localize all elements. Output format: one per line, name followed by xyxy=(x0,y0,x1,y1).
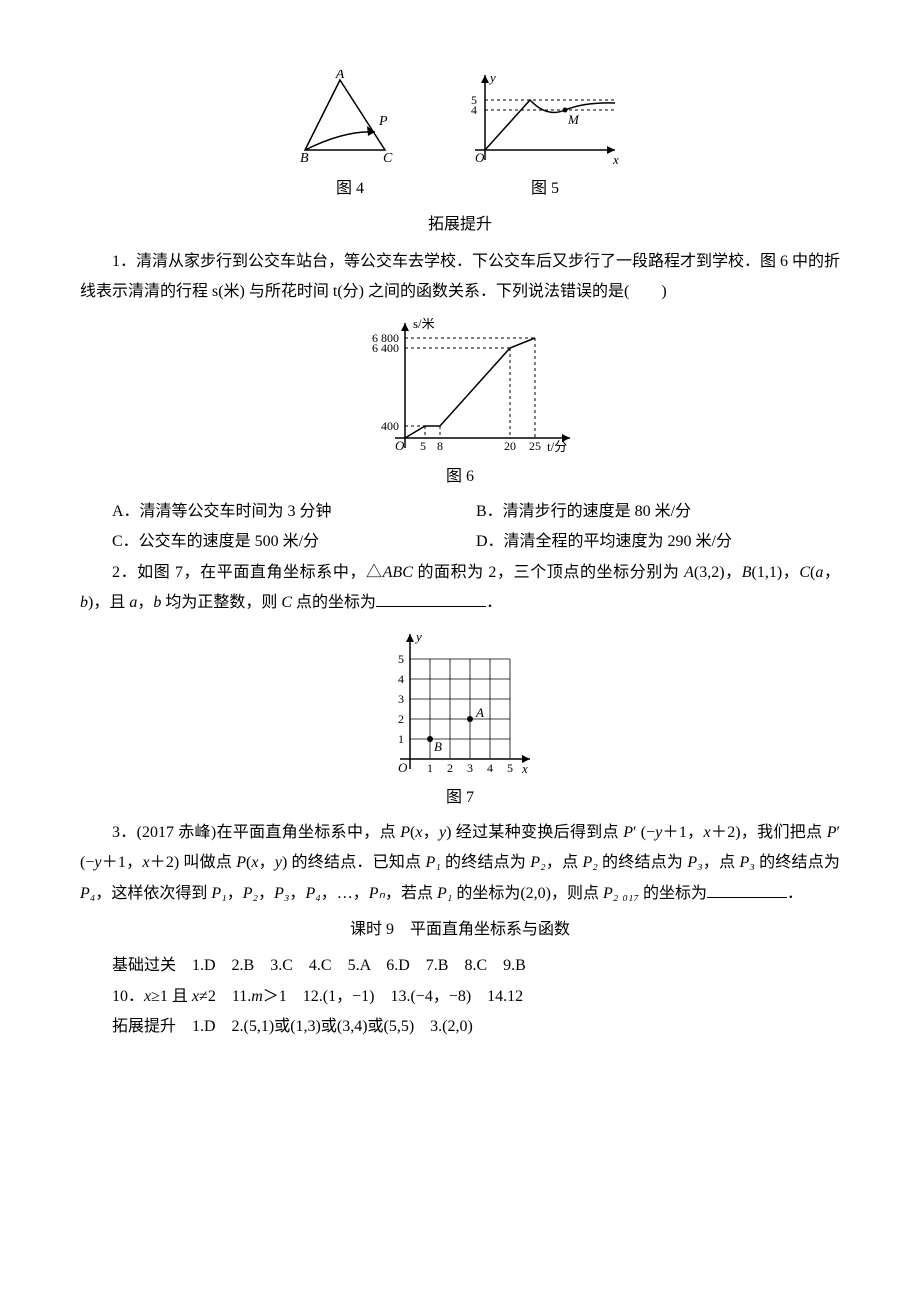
svg-text:B: B xyxy=(434,739,442,754)
svg-text:s/米: s/米 xyxy=(413,318,435,331)
answers-title: 课时 9 平面直角坐标系与函数 xyxy=(80,915,840,945)
q1-opt-a: A．清清等公交车时间为 3 分钟 xyxy=(112,497,476,527)
svg-text:400: 400 xyxy=(381,419,399,433)
fig5-svg: 5 4 O y x M xyxy=(465,70,625,170)
svg-text:4: 4 xyxy=(398,672,404,686)
svg-text:C: C xyxy=(383,151,393,166)
answers-line1: 基础过关 1.D 2.B 3.C 4.C 5.A 6.D 7.B 8.C 9.B xyxy=(80,951,840,981)
q3-text: 3．(2017 赤峰)在平面直角坐标系中，点 P(x，y) 经过某种变换后得到点… xyxy=(80,818,840,909)
svg-text:y: y xyxy=(414,629,422,644)
svg-text:A: A xyxy=(335,70,345,82)
svg-text:O: O xyxy=(475,150,485,165)
svg-text:5: 5 xyxy=(398,652,404,666)
svg-text:2: 2 xyxy=(398,712,404,726)
svg-text:O: O xyxy=(395,438,405,453)
figure-6-row: 6 800 6 400 400 O 5 8 20 25 s/米 t/分 图 6 xyxy=(80,318,840,492)
svg-text:O: O xyxy=(398,760,408,775)
svg-text:y: y xyxy=(488,70,496,85)
svg-text:6 400: 6 400 xyxy=(372,341,399,355)
svg-text:x: x xyxy=(612,152,619,167)
figure-row-45: A B C P 图 4 5 4 O y x M 图 5 xyxy=(80,70,840,204)
figure-5: 5 4 O y x M 图 5 xyxy=(465,70,625,204)
q3-blank xyxy=(707,881,787,898)
q2-text: 2．如图 7，在平面直角坐标系中，△ABC 的面积为 2，三个顶点的坐标分别为 … xyxy=(80,558,840,619)
svg-text:5: 5 xyxy=(420,439,426,453)
figure-6: 6 800 6 400 400 O 5 8 20 25 s/米 t/分 图 6 xyxy=(335,318,585,492)
svg-text:4: 4 xyxy=(471,103,477,117)
q1-options: A．清清等公交车时间为 3 分钟 C．公交车的速度是 500 米/分 B．清清步… xyxy=(112,497,840,558)
svg-text:x: x xyxy=(521,761,528,776)
svg-text:3: 3 xyxy=(398,692,404,706)
svg-text:8: 8 xyxy=(437,439,443,453)
fig7-svg: A B O 1 2 3 4 5 1 2 3 4 5 y x xyxy=(380,629,540,779)
fig4-svg: A B C P xyxy=(295,70,405,170)
svg-text:2: 2 xyxy=(447,761,453,775)
svg-text:3: 3 xyxy=(467,761,473,775)
q1-opt-d: D．清清全程的平均速度为 290 米/分 xyxy=(476,527,840,557)
answers-block: 基础过关 1.D 2.B 3.C 4.C 5.A 6.D 7.B 8.C 9.B… xyxy=(80,951,840,1042)
svg-text:B: B xyxy=(300,151,309,166)
svg-text:A: A xyxy=(475,705,484,720)
svg-text:5: 5 xyxy=(507,761,513,775)
answers-line2: 10．x≥1 且 x≠2 11.m＞1 12.(1，−1) 13.(−4，−8)… xyxy=(80,982,840,1012)
svg-text:P: P xyxy=(378,114,388,129)
fig6-svg: 6 800 6 400 400 O 5 8 20 25 s/米 t/分 xyxy=(335,318,585,458)
section-title: 拓展提升 xyxy=(80,210,840,240)
fig5-caption: 图 5 xyxy=(465,174,625,204)
figure-7: A B O 1 2 3 4 5 1 2 3 4 5 y x 图 7 xyxy=(380,629,540,813)
answers-line3: 拓展提升 1.D 2.(5,1)或(1,3)或(3,4)或(5,5) 3.(2,… xyxy=(80,1012,840,1042)
q1-opt-c: C．公交车的速度是 500 米/分 xyxy=(112,527,476,557)
svg-text:1: 1 xyxy=(398,732,404,746)
figure-7-row: A B O 1 2 3 4 5 1 2 3 4 5 y x 图 7 xyxy=(80,629,840,813)
svg-text:25: 25 xyxy=(529,439,541,453)
svg-text:20: 20 xyxy=(504,439,516,453)
figure-4: A B C P 图 4 xyxy=(295,70,405,204)
q1-text: 1．清清从家步行到公交车站台，等公交车去学校．下公交车后又步行了一段路程才到学校… xyxy=(80,247,840,308)
svg-text:t/分: t/分 xyxy=(547,439,567,454)
fig4-caption: 图 4 xyxy=(295,174,405,204)
svg-text:4: 4 xyxy=(487,761,493,775)
svg-text:M: M xyxy=(567,112,580,127)
fig6-caption: 图 6 xyxy=(335,462,585,492)
q2-blank xyxy=(376,590,486,607)
q1-opt-b: B．清清步行的速度是 80 米/分 xyxy=(476,497,840,527)
fig7-caption: 图 7 xyxy=(380,783,540,813)
svg-text:1: 1 xyxy=(427,761,433,775)
